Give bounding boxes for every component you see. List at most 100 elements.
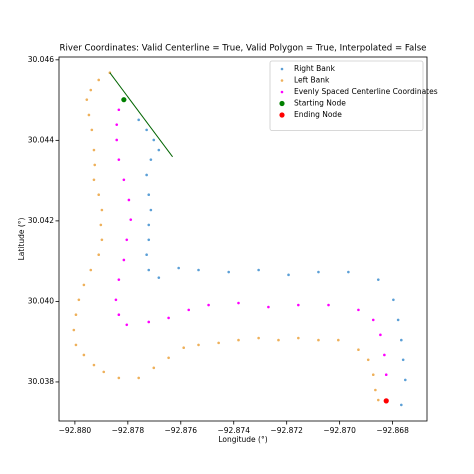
- point: [157, 276, 161, 279]
- point: [400, 403, 403, 407]
- point: [77, 298, 81, 302]
- legend-label: Starting Node: [294, 99, 346, 108]
- point: [327, 303, 330, 307]
- point: [89, 88, 93, 92]
- legend-marker: [279, 100, 285, 107]
- point: [121, 97, 127, 103]
- point: [383, 398, 389, 404]
- point: [93, 163, 97, 167]
- point: [317, 338, 320, 342]
- point: [237, 301, 240, 305]
- point: [147, 238, 151, 242]
- point: [97, 78, 101, 82]
- point: [87, 113, 91, 117]
- legend-label: Right Bank: [294, 64, 336, 73]
- x-tick-label: −92.870: [323, 426, 356, 435]
- point: [357, 348, 360, 352]
- point: [379, 333, 382, 337]
- point: [197, 268, 200, 272]
- point: [400, 338, 403, 342]
- point: [147, 193, 151, 197]
- point: [90, 128, 94, 132]
- point: [392, 298, 395, 302]
- point: [115, 123, 119, 126]
- y-tick-label: 30.046: [28, 55, 54, 64]
- legend-marker: [279, 112, 285, 118]
- y-tick-label: 30.042: [28, 216, 54, 225]
- point: [92, 178, 96, 182]
- point: [257, 336, 260, 340]
- point: [97, 253, 101, 257]
- point: [187, 308, 191, 312]
- point: [152, 366, 156, 370]
- point: [197, 343, 200, 347]
- point: [157, 148, 161, 152]
- point: [145, 128, 148, 132]
- point: [297, 303, 300, 307]
- x-tick-label: −92.868: [376, 426, 409, 435]
- point: [182, 346, 185, 350]
- point: [287, 273, 290, 277]
- point: [127, 198, 131, 202]
- point: [85, 98, 89, 101]
- point: [145, 253, 148, 257]
- point: [357, 308, 360, 312]
- point: [82, 353, 86, 357]
- chart-title: River Coordinates: Valid Centerline = Tr…: [60, 44, 427, 54]
- legend-label: Left Bank: [294, 76, 330, 85]
- y-tick-label: 30.038: [28, 377, 54, 386]
- point: [384, 373, 388, 376]
- point: [317, 270, 320, 274]
- legend-label: Ending Node: [294, 110, 342, 119]
- legend-label: Evenly Spaced Centerline Coordinates: [294, 87, 438, 96]
- point: [147, 320, 151, 324]
- point: [100, 238, 104, 242]
- point: [92, 363, 96, 367]
- point: [72, 328, 76, 332]
- point: [347, 270, 350, 274]
- legend-marker: [280, 90, 284, 94]
- x-tick-label: −92.878: [112, 426, 145, 435]
- point: [207, 303, 210, 307]
- y-tick-label: 30.040: [28, 296, 54, 305]
- point: [147, 268, 151, 272]
- legend: Right Bank Left Bank Evenly Spaced Centerl…: [269, 60, 438, 131]
- point: [217, 341, 220, 345]
- y-tick-label: 30.044: [28, 135, 54, 144]
- point: [267, 305, 270, 309]
- point: [92, 148, 96, 152]
- point: [122, 178, 126, 182]
- point: [376, 278, 380, 281]
- point: [149, 158, 153, 161]
- x-tick-label: −92.876: [165, 426, 198, 435]
- point: [167, 316, 170, 320]
- point: [129, 218, 133, 221]
- point: [117, 313, 121, 316]
- point: [177, 266, 180, 270]
- point: [277, 338, 280, 342]
- legend-marker: [280, 79, 284, 82]
- point: [297, 336, 300, 340]
- point: [102, 370, 106, 374]
- point: [401, 358, 405, 362]
- point: [82, 283, 86, 287]
- point: [89, 268, 93, 272]
- point: [137, 376, 140, 380]
- point: [257, 268, 260, 272]
- point: [237, 338, 240, 342]
- point: [74, 313, 78, 316]
- point: [137, 118, 140, 122]
- axes-frame: [58, 56, 428, 422]
- point: [115, 138, 119, 142]
- point: [125, 238, 129, 242]
- point: [337, 338, 340, 342]
- point: [152, 138, 156, 142]
- point: [114, 298, 118, 302]
- x-tick-label: −92.874: [217, 426, 250, 435]
- point: [374, 388, 377, 392]
- y-axis-label: Latitude (°): [17, 218, 26, 261]
- point: [371, 318, 375, 322]
- point: [149, 208, 153, 212]
